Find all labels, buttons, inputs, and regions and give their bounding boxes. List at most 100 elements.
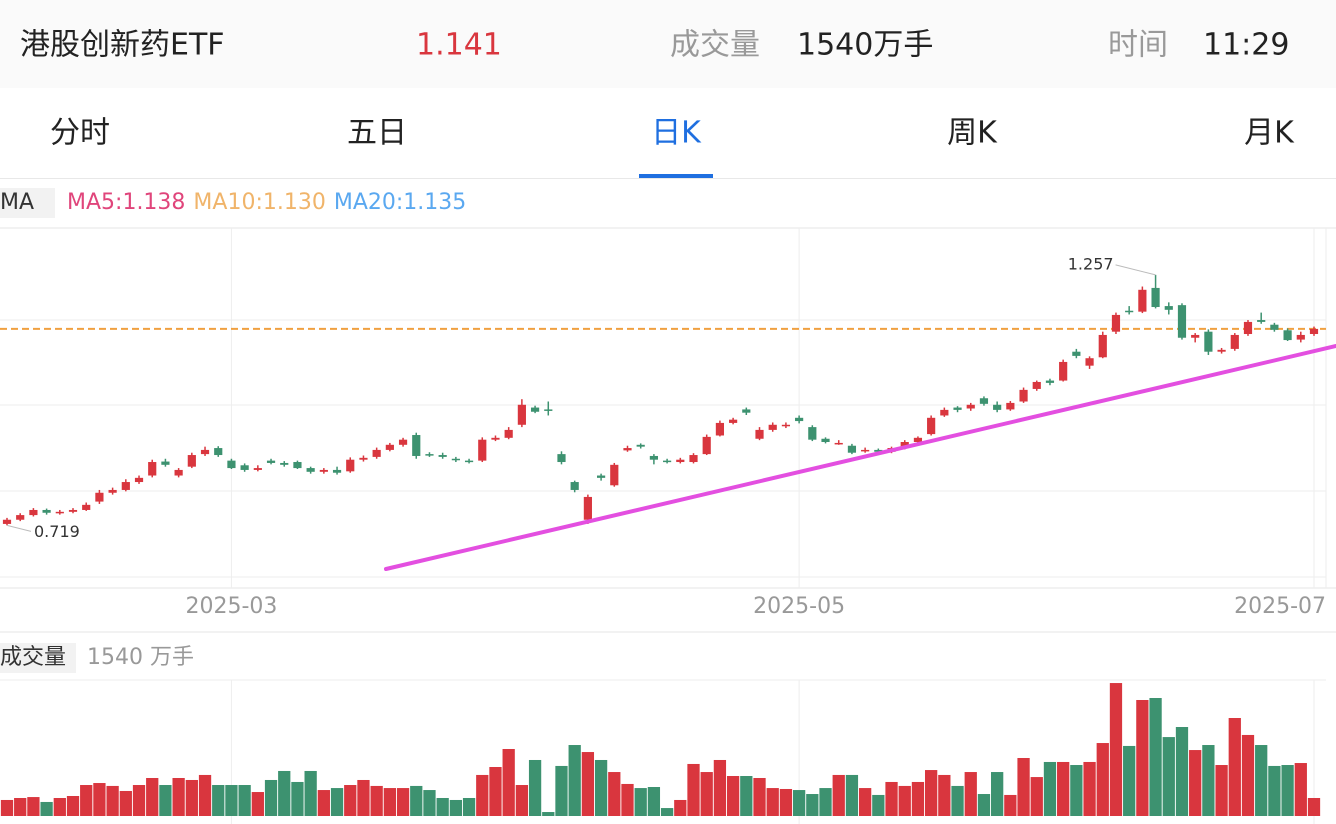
volume-bar — [753, 777, 766, 816]
tab[interactable]: 月K — [1244, 116, 1295, 151]
volume-bar — [555, 765, 568, 816]
volume-bar — [713, 759, 727, 816]
volume-bar — [1136, 699, 1149, 816]
candle-body — [2, 519, 12, 524]
candle-body — [438, 455, 447, 457]
candle-body — [1191, 334, 1200, 338]
ma-legend-item: MA20:1.135 — [334, 190, 466, 215]
candle-body — [596, 475, 606, 478]
candle-body — [940, 409, 949, 416]
volume-bar — [251, 792, 264, 816]
tab[interactable]: 日K — [651, 116, 702, 151]
volume-badge — [0, 643, 76, 673]
header-bg — [0, 0, 1336, 88]
volume-bar — [462, 797, 476, 816]
candle-body — [795, 417, 804, 422]
candle-body — [1098, 334, 1107, 358]
candle-body — [1019, 389, 1028, 402]
tab[interactable]: 周K — [947, 116, 998, 151]
candle-body — [253, 468, 262, 470]
candle-body — [742, 409, 751, 413]
x-tick-label: 2025-07 — [1234, 594, 1326, 619]
volume-bar — [476, 774, 489, 816]
volume-bar — [845, 774, 859, 816]
volume-bar — [278, 770, 291, 816]
candle-body — [570, 482, 579, 490]
candle-body — [266, 460, 276, 463]
volume-bar — [1149, 698, 1162, 816]
volume-bar — [159, 785, 172, 816]
volume-bar — [27, 797, 40, 816]
candle-body — [610, 464, 619, 486]
volume-bar — [925, 770, 938, 816]
candle-body — [1006, 402, 1015, 410]
volume-bar — [938, 774, 951, 816]
low-leader — [6, 524, 32, 532]
volume-chart-subtitle: 1540 万手 — [87, 645, 194, 670]
ma-badge — [0, 188, 55, 218]
candle-body — [979, 398, 989, 404]
candle-body — [557, 454, 566, 463]
candle-body — [214, 448, 223, 456]
tab[interactable]: 五日 — [347, 116, 407, 151]
volume-bar — [977, 794, 991, 816]
volume-bar — [647, 786, 661, 816]
high-leader — [1115, 264, 1156, 276]
volume-bar — [542, 812, 555, 816]
candle-body — [1045, 380, 1055, 383]
volume-bar — [991, 772, 1004, 816]
candle-body — [385, 444, 394, 450]
volume-bar — [146, 777, 159, 816]
volume-bar — [1017, 757, 1030, 816]
volume-value: 1540万手 — [797, 28, 933, 63]
candle-body — [676, 459, 685, 463]
candle-body — [781, 424, 791, 427]
candle-body — [702, 436, 711, 455]
volume-bar — [1030, 777, 1043, 816]
candle-body — [636, 444, 645, 447]
volume-bar — [872, 794, 885, 816]
volume-label: 成交量 — [670, 28, 760, 63]
volume-bar — [608, 772, 621, 816]
candle-body — [332, 469, 342, 473]
volume-bar — [1109, 683, 1123, 816]
volume-bar — [132, 785, 146, 816]
volume-bar — [106, 785, 119, 816]
ma-legend-item: MA5:1.138 — [67, 190, 185, 215]
volume-bar — [1281, 765, 1294, 816]
candle-body — [583, 496, 592, 520]
candle-body — [240, 465, 249, 470]
x-tick-label: 2025-03 — [185, 594, 277, 619]
candle-body — [29, 509, 38, 516]
candle-body — [55, 511, 64, 514]
volume-bar — [898, 785, 911, 816]
candle-body — [346, 459, 355, 472]
candle-body — [1164, 306, 1173, 310]
volume-bar — [317, 790, 330, 816]
candle-body — [847, 445, 857, 453]
volume-bar — [1043, 761, 1057, 816]
candle-body — [1270, 324, 1279, 330]
volume-bar — [1189, 750, 1202, 816]
volume-bar — [832, 774, 845, 816]
candle-body — [491, 437, 500, 440]
volume-bar — [66, 796, 80, 816]
tab[interactable]: 分时 — [50, 116, 110, 151]
candle-body — [359, 457, 368, 460]
volume-bar — [568, 745, 581, 816]
candle-body — [425, 454, 434, 456]
volume-bar — [449, 799, 463, 816]
candle-body — [715, 422, 725, 436]
volume-bar — [291, 781, 304, 816]
volume-bar — [383, 788, 396, 816]
candle-body — [1283, 330, 1292, 341]
high-label: 1.257 — [1068, 254, 1114, 273]
volume-bar — [1255, 745, 1268, 816]
candle-body — [227, 460, 236, 469]
volume-bar — [344, 785, 357, 816]
candle-body — [1059, 361, 1068, 381]
candle-body — [108, 489, 117, 493]
candle-body — [1032, 381, 1041, 389]
